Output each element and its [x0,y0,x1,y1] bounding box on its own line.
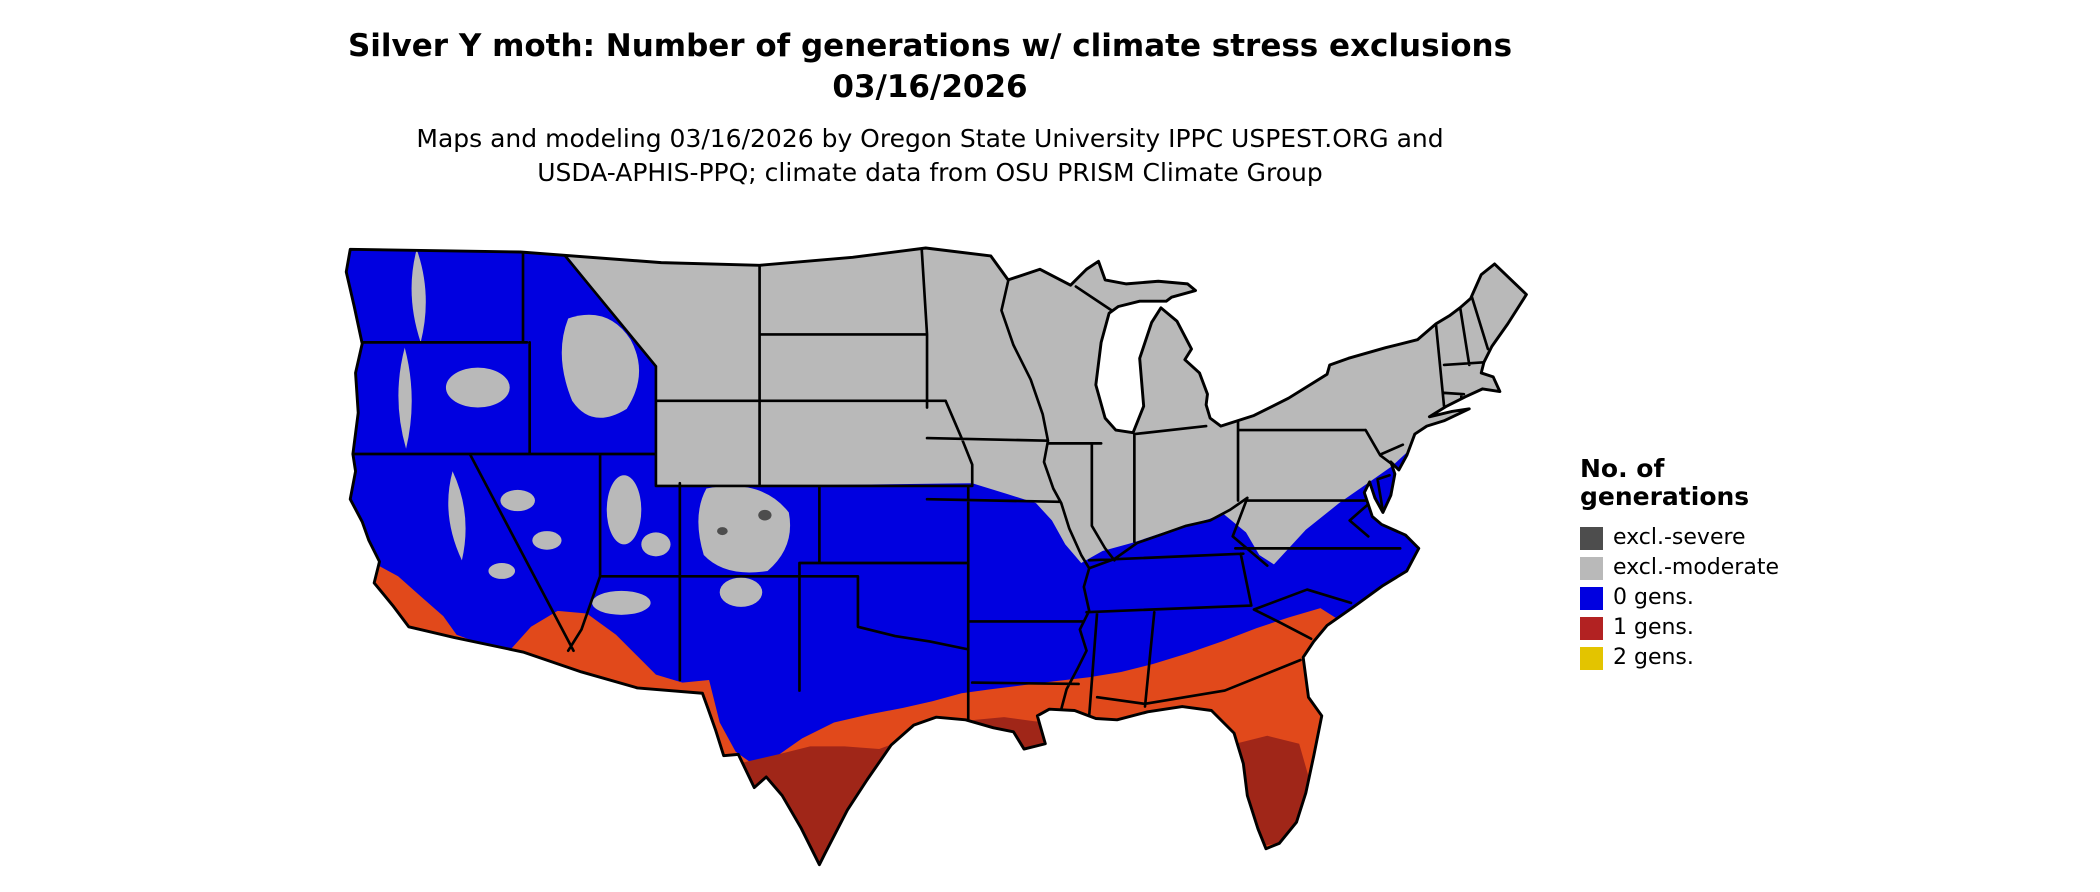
legend-item: 2 gens. [1580,645,1880,671]
page-title: Silver Y moth: Number of generations w/ … [347,28,1513,64]
credits-line-1: Maps and modeling 03/16/2026 by Oregon S… [416,124,1444,153]
legend-item: 0 gens. [1580,585,1880,611]
us-map [344,246,1528,867]
legend-swatch-excl-moderate [1580,556,1603,580]
region-2-gens [1204,847,1284,865]
legend-swatch-1-gens [1580,616,1603,640]
legend-item: excl.-moderate [1580,555,1880,581]
legend-swatch-0-gens [1580,586,1603,610]
us-map-container [321,228,1557,890]
legend-swatch-2-gens [1580,646,1603,670]
legend-label: 2 gens. [1613,645,1694,670]
legend-label: 1 gens. [1613,615,1694,640]
legend-label: excl.-moderate [1613,555,1779,580]
legend-swatch-excl-severe [1580,526,1603,550]
legend-title-line-2: generations [1580,482,1750,511]
legend-label: excl.-severe [1613,525,1746,550]
state-borders [351,248,1490,724]
legend: No. of generations excl.-severe excl.-mo… [1580,455,1880,675]
legend-title: No. of generations [1580,455,1880,511]
map-date: 03/16/2026 [832,69,1028,105]
map-credits: Maps and modeling 03/16/2026 by Oregon S… [80,122,1780,190]
map-header: Silver Y moth: Number of generations w/ … [80,26,1780,190]
legend-label: 0 gens. [1613,585,1694,610]
legend-item: excl.-severe [1580,525,1880,551]
legend-item: 1 gens. [1580,615,1880,641]
region-excl-severe [717,509,772,536]
credits-line-2: USDA-APHIS-PPQ; climate data from OSU PR… [537,158,1323,187]
legend-title-line-1: No. of [1580,454,1665,483]
